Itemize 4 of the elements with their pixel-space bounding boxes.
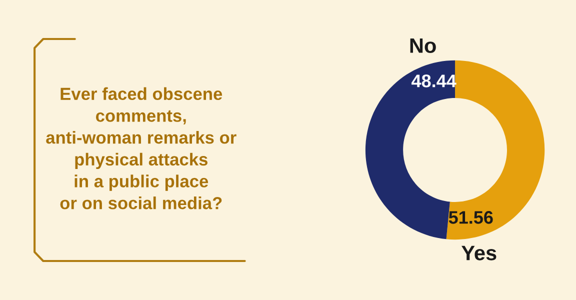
slice-label: Yes [462, 246, 496, 260]
slice-label: No [410, 38, 436, 54]
text: Ever faced obscene comments, anti-woman remarks or physical attacks in a public place or on social media? [46, 87, 236, 210]
data-label: 51.56 [448, 211, 493, 224]
